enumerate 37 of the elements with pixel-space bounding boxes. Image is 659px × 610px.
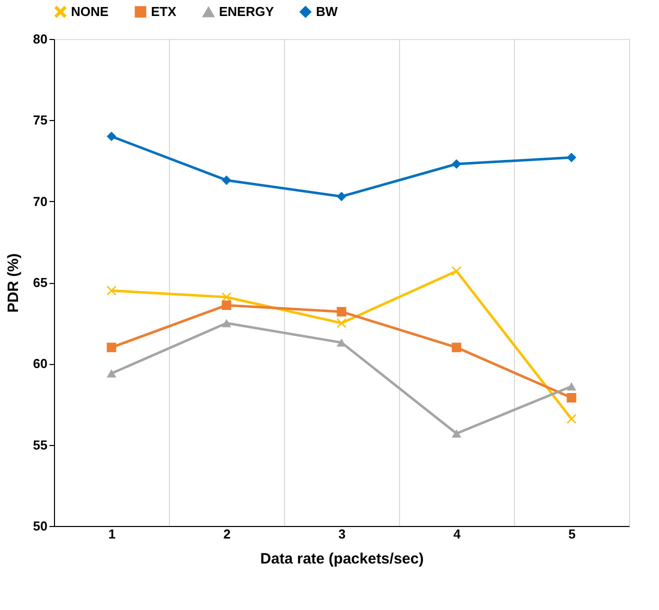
- y-tick-label: 60: [33, 356, 48, 372]
- y-tick-label: 55: [33, 437, 48, 452]
- point: [566, 414, 576, 424]
- x-tick-label: 4: [453, 526, 462, 542]
- point: [566, 152, 576, 162]
- point: [336, 192, 346, 202]
- point: [106, 342, 116, 352]
- y-tick-label: 65: [33, 275, 48, 290]
- point: [336, 306, 346, 316]
- x-tick-label: 2: [223, 526, 231, 542]
- point: [452, 342, 462, 352]
- point: [336, 318, 346, 328]
- legend-label: NONE: [71, 4, 109, 19]
- point: [566, 393, 576, 402]
- x-axis-title: Data rate (packets/sec): [260, 550, 424, 568]
- x-tick-label: 3: [338, 526, 346, 542]
- y-axis-title: PDR (%): [5, 253, 22, 313]
- point: [336, 338, 346, 347]
- y-tick-label: 50: [33, 518, 48, 534]
- y-tick-label: 75: [33, 112, 48, 128]
- legend-label: BW: [316, 4, 338, 19]
- point: [452, 266, 462, 276]
- point: [452, 429, 462, 438]
- x-tick-label: 1: [108, 526, 116, 542]
- legend-label: ETX: [151, 4, 177, 19]
- point: [222, 318, 232, 328]
- y-tick-label: 70: [33, 194, 48, 209]
- point: [222, 300, 232, 310]
- legend-label: ENERGY: [219, 4, 274, 20]
- point: [106, 132, 116, 142]
- x-tick-label: 5: [568, 526, 576, 542]
- point: [222, 175, 232, 185]
- point: [106, 369, 116, 378]
- point: [452, 159, 462, 169]
- point: [106, 286, 116, 296]
- point: [566, 382, 576, 390]
- y-tick-label: 80: [33, 32, 48, 46]
